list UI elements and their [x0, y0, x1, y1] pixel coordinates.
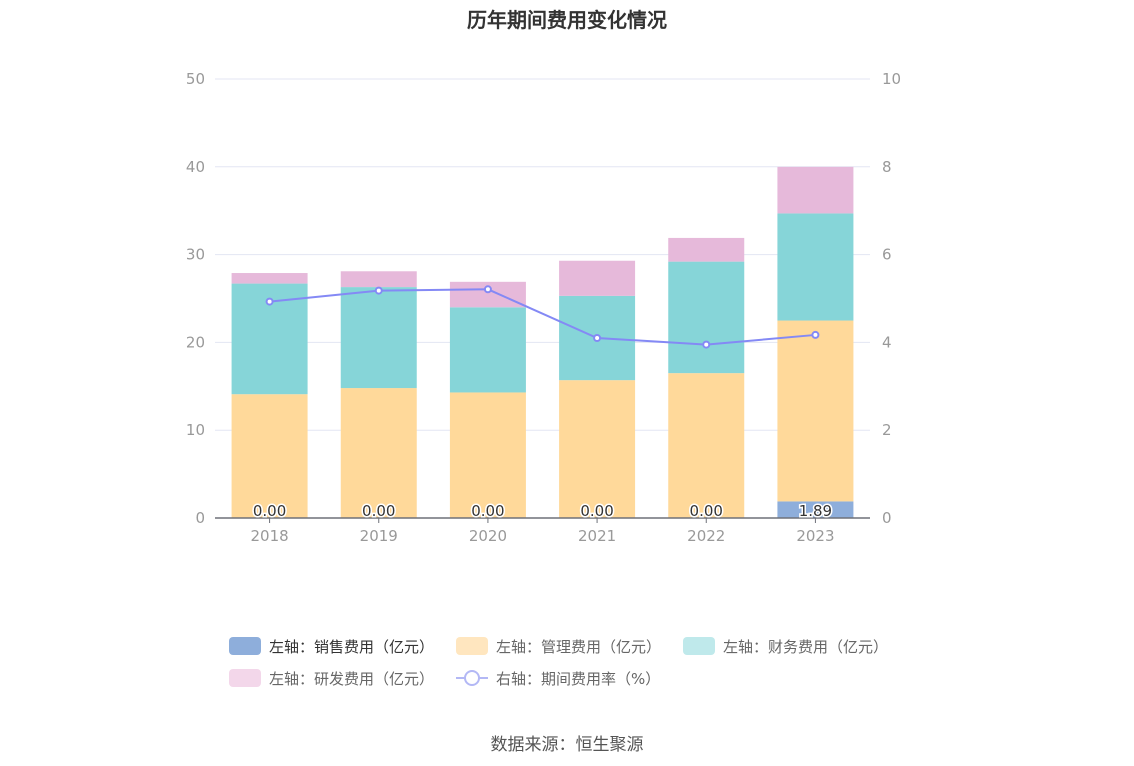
- rate-line-series: [265, 285, 820, 349]
- grid-lines: [215, 78, 870, 431]
- legend-item-finance[interactable]: 左轴：财务费用（亿元）: [683, 636, 888, 657]
- data-label-2021: 0.00: [580, 502, 613, 520]
- x-axis-tick-label: 2023: [796, 527, 834, 545]
- bar-segment-2-2019: [340, 388, 417, 518]
- bar-segment-2-2020: [449, 392, 526, 518]
- bar-segment-3-2023: [777, 213, 854, 321]
- rate-point-2020: [483, 285, 492, 294]
- right-axis-tick-label: 8: [882, 158, 892, 176]
- legend-label-rnd: 左轴：研发费用（亿元）: [269, 669, 435, 688]
- bar-segment-4-2019: [340, 271, 417, 288]
- legend-item-sales[interactable]: 左轴：销售费用（亿元）: [229, 636, 434, 657]
- data-label-2019: 0.00: [362, 502, 395, 520]
- bar-segment-3-2022: [668, 261, 745, 374]
- legend-swatch-sales: [229, 637, 261, 655]
- legend-swatch-admin: [456, 637, 489, 655]
- legend-label-rate: 右轴：期间费用率（%）: [496, 669, 661, 688]
- bar-series: [231, 166, 854, 518]
- data-label-2018: 0.00: [253, 502, 286, 520]
- left-axis-tick-label: 0: [195, 509, 205, 527]
- right-axis-tick-label: 4: [882, 333, 892, 351]
- data-label-2022: 0.00: [690, 502, 723, 520]
- data-source: 数据来源：恒生聚源: [490, 735, 644, 755]
- legend-label-admin: 左轴：管理费用（亿元）: [496, 637, 662, 656]
- bar-segment-2-2023: [777, 320, 854, 502]
- right-axis-tick-label: 2: [882, 421, 892, 439]
- rate-point-2022: [702, 340, 711, 349]
- bar-segment-2-2021: [559, 380, 636, 518]
- data-label-2023: 1.89: [799, 502, 832, 520]
- bar-segment-3-2019: [340, 287, 417, 389]
- legend-label-sales: 左轴：销售费用（亿元）: [269, 637, 435, 656]
- rate-point-2018: [265, 297, 274, 306]
- right-axis-tick-label: 6: [882, 246, 892, 264]
- legend-item-admin[interactable]: 左轴：管理费用（亿元）: [456, 636, 661, 657]
- left-axis-tick-label: 10: [186, 421, 205, 439]
- left-axis-tick-label: 30: [186, 246, 205, 264]
- x-axis-tick-label: 2022: [687, 527, 725, 545]
- right-axis-tick-label: 10: [882, 70, 901, 88]
- legend-item-rate[interactable]: 右轴：期间费用率（%）: [456, 668, 660, 689]
- bar-segment-4-2018: [231, 273, 308, 284]
- bar-segment-2-2022: [668, 373, 745, 518]
- bar-segment-4-2022: [668, 237, 745, 262]
- bar-segment-4-2021: [559, 260, 636, 296]
- legend-item-rnd[interactable]: 左轴：研发费用（亿元）: [229, 668, 434, 689]
- chart-title: 历年期间费用变化情况: [467, 8, 667, 32]
- rate-point-2021: [593, 334, 602, 343]
- rate-point-2019: [374, 286, 383, 295]
- left-axis-tick-label: 40: [186, 158, 205, 176]
- legend-swatch-finance: [683, 637, 716, 655]
- bar-segment-2-2018: [231, 394, 308, 518]
- x-axis-tick-label: 2019: [360, 527, 398, 545]
- data-labels: 0.00 0.00 0.00 0.00 0.00 1.89: [251, 501, 833, 522]
- right-axis-tick-label: 0: [882, 509, 892, 527]
- chart-plot: 0 10 20 30 40 50 0 2 4 6 8 10 2018 2019 2020 2021 2022 20…: [186, 70, 901, 545]
- rate-line: [269, 288, 816, 346]
- bar-segment-3-2020: [449, 307, 526, 393]
- legend-swatch-rnd: [229, 669, 261, 687]
- legend-label-finance: 左轴：财务费用（亿元）: [723, 637, 889, 656]
- left-axis-tick-label: 50: [186, 70, 205, 88]
- x-axis-tick-label: 2018: [250, 527, 288, 545]
- legend-line-marker-icon: [456, 669, 489, 687]
- x-axis-tick-label: 2020: [469, 527, 507, 545]
- legend: 左轴：销售费用（亿元） 左轴：管理费用（亿元） 左轴：财务费用（亿元） 左轴：研…: [229, 630, 929, 694]
- left-axis-tick-label: 20: [186, 333, 205, 351]
- x-axis-tick-label: 2021: [578, 527, 616, 545]
- bar-segment-1-2023: [777, 501, 854, 518]
- rate-point-2023: [811, 330, 820, 339]
- bar-segment-4-2023: [777, 166, 854, 214]
- data-label-2020: 0.00: [471, 502, 504, 520]
- axes: 0 10 20 30 40 50 0 2 4 6 8 10 2018 2019 2020 2021 2022 20…: [186, 70, 901, 545]
